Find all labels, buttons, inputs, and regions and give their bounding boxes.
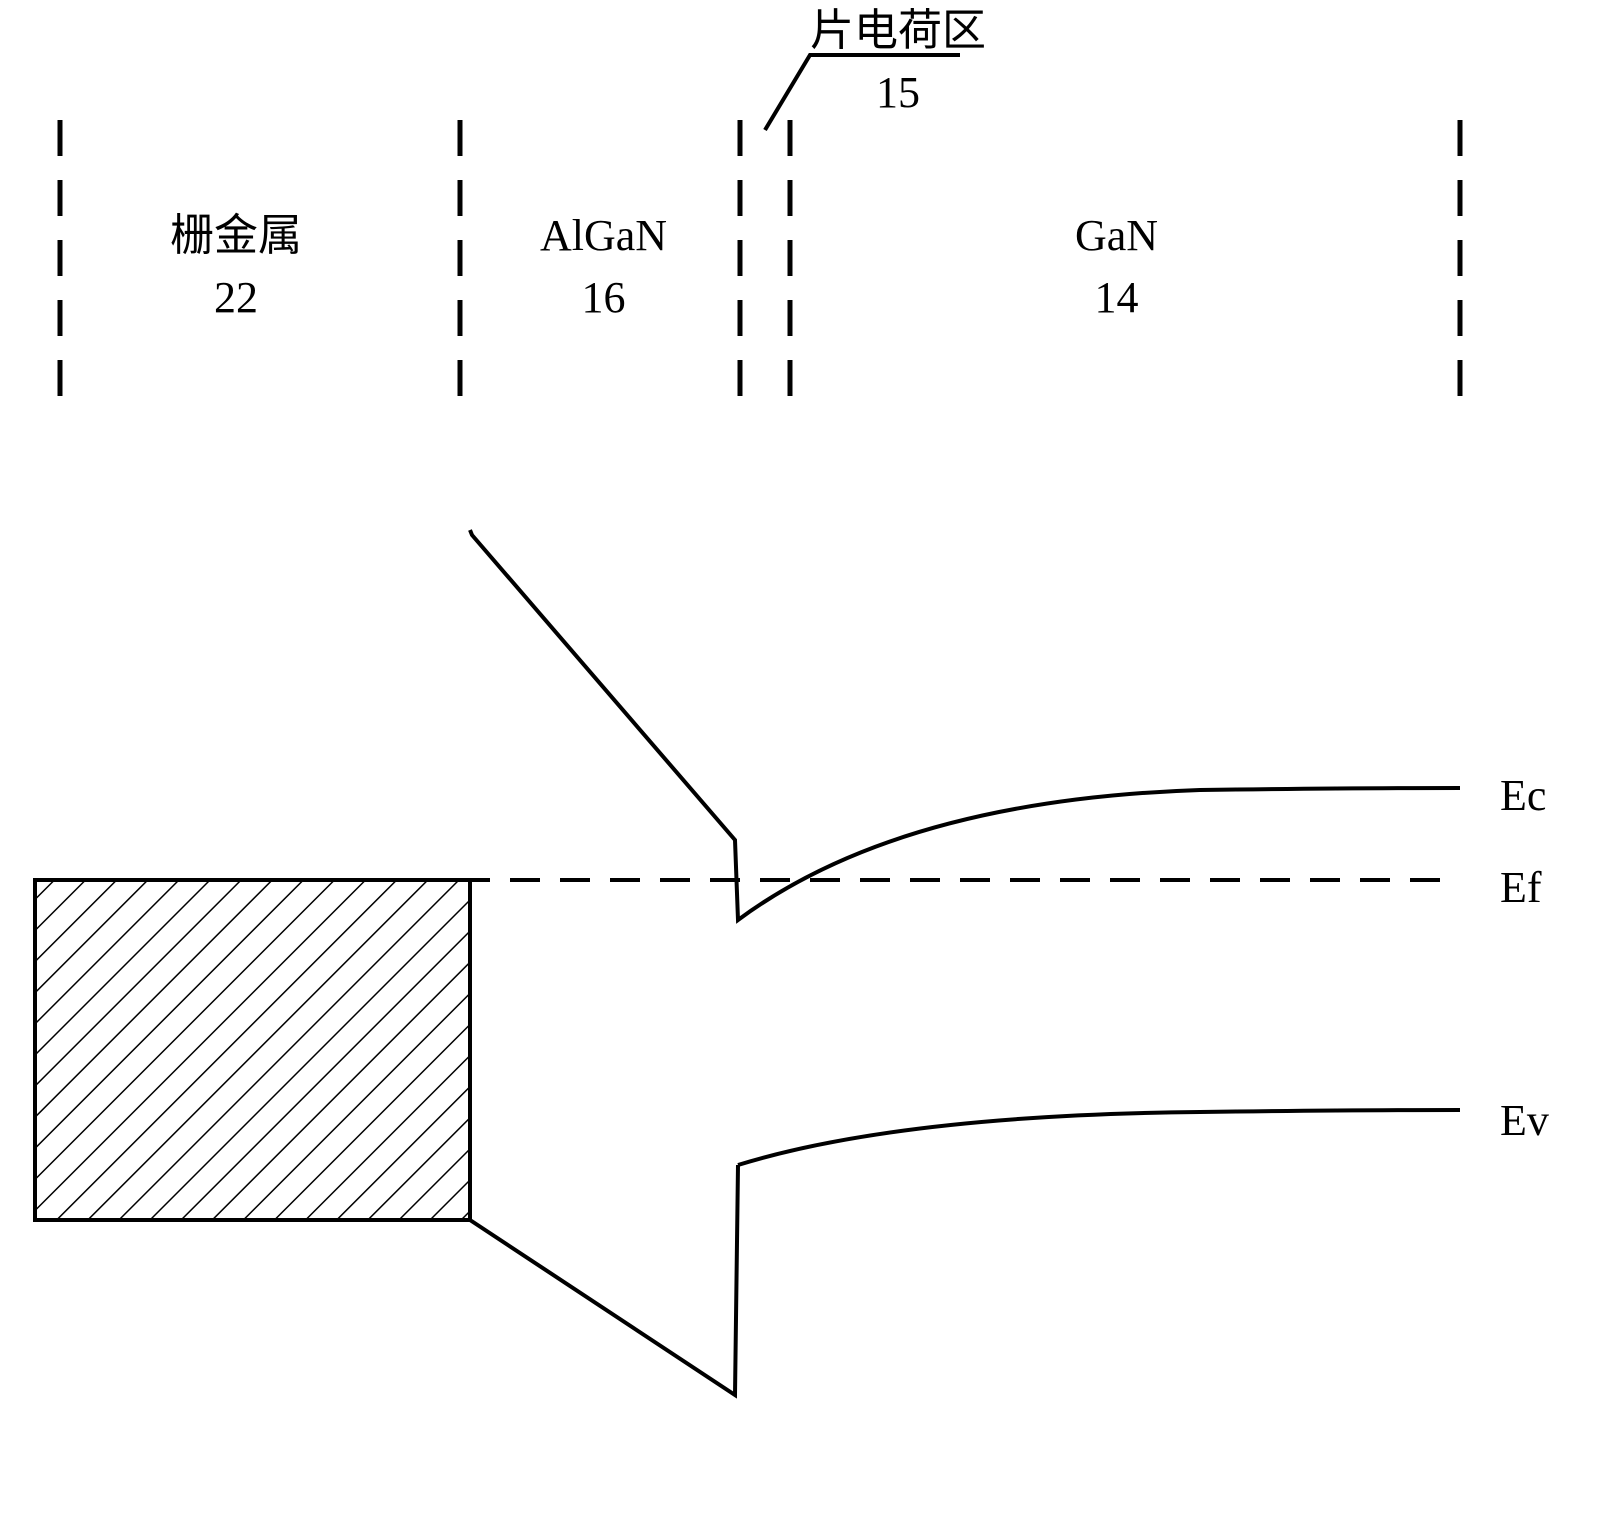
gate-metal-text: 栅金属 bbox=[170, 211, 302, 260]
metal-hatched-region bbox=[35, 880, 470, 1220]
ev-band-curve-upper bbox=[738, 1110, 1460, 1165]
sheet-charge-callout-label: 片电荷区 15 bbox=[810, 0, 986, 123]
gan-label: GaN 14 bbox=[1075, 205, 1158, 328]
algan-label: AlGaN 16 bbox=[540, 205, 667, 328]
ev-band-curve-lower bbox=[470, 1165, 738, 1395]
ef-text: Ef bbox=[1500, 863, 1542, 912]
ev-text: Ev bbox=[1500, 1096, 1549, 1145]
gan-text: GaN bbox=[1075, 211, 1158, 260]
ev-label: Ev bbox=[1500, 1095, 1549, 1146]
algan-text: AlGaN bbox=[540, 211, 667, 260]
algan-number: 16 bbox=[582, 273, 626, 322]
diagram-container: 片电荷区 15 栅金属 22 AlGaN 16 GaN 14 Ec Ef Ev bbox=[0, 0, 1598, 1518]
sheet-charge-number: 15 bbox=[876, 68, 920, 117]
ec-band-curve bbox=[470, 530, 1460, 920]
ec-text: Ec bbox=[1500, 771, 1546, 820]
gate-metal-number: 22 bbox=[214, 273, 258, 322]
sheet-charge-text: 片电荷区 bbox=[810, 6, 986, 55]
ef-label: Ef bbox=[1500, 862, 1542, 913]
gan-number: 14 bbox=[1095, 273, 1139, 322]
ec-label: Ec bbox=[1500, 770, 1546, 821]
gate-metal-label: 栅金属 22 bbox=[170, 205, 302, 328]
